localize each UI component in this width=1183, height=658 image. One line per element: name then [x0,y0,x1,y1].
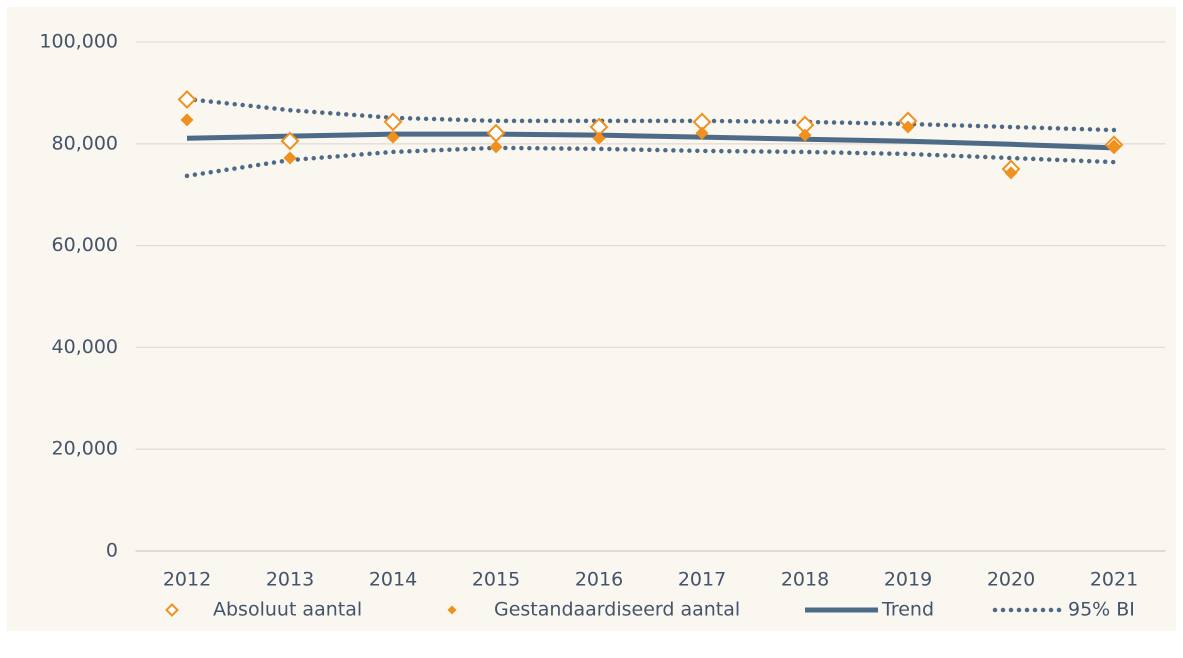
legend-label: 95% BI [1068,599,1135,621]
legend-label: Trend [881,599,934,621]
chart-background [7,7,1176,631]
marker [901,120,915,134]
y-tick-label: 100,000 [39,31,118,53]
x-tick-label: 2016 [575,569,623,591]
marker [1004,166,1018,180]
y-tick-label: 80,000 [52,132,118,154]
y-tick-label: 60,000 [52,234,118,256]
y-tick-label: 0 [106,540,118,562]
marker [489,140,503,154]
marker [283,151,297,165]
marker [695,126,709,140]
legend-marker [165,603,179,617]
x-tick-label: 2017 [678,569,726,591]
x-tick-label: 2019 [884,569,932,591]
marker [592,131,606,145]
marker [383,112,403,132]
x-tick-label: 2021 [1090,569,1138,591]
legend-label: Gestandaardiseerd aantal [494,599,740,621]
marker [1107,139,1121,153]
marker [177,90,197,109]
x-tick-label: 2014 [369,569,417,591]
y-tick-label: 40,000 [52,336,118,358]
legend-marker [447,605,457,615]
trend-line [186,131,1115,151]
x-tick-label: 2020 [987,569,1035,591]
marker [180,113,194,127]
marker [798,128,812,142]
x-tick-label: 2013 [266,569,314,591]
legend-label: Absoluut aantal [213,599,362,621]
marker [386,130,400,144]
marker [280,131,300,151]
ci-upper [184,96,1117,133]
x-tick-label: 2012 [163,569,211,591]
ci-lower [184,145,1117,179]
y-tick-label: 20,000 [52,438,118,460]
x-tick-label: 2015 [472,569,520,591]
x-tick-label: 2018 [781,569,829,591]
